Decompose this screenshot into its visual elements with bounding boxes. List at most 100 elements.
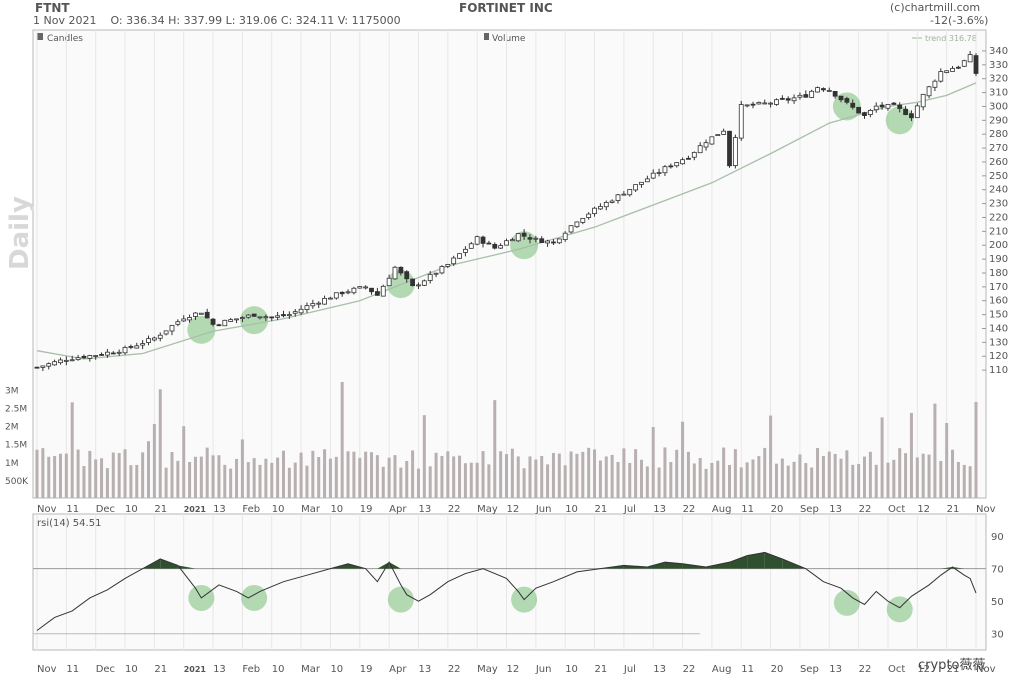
candle-body [545, 240, 550, 244]
candle-body [421, 280, 427, 286]
volume-bar [64, 453, 68, 498]
rsi-xtick-label: 10 [565, 664, 578, 675]
volume-bar [751, 459, 755, 498]
volume-bar [904, 453, 908, 498]
rsi-overbought-fill [729, 555, 748, 569]
candle-body [363, 286, 369, 289]
volume-bar [100, 458, 104, 498]
volume-bar [546, 464, 550, 498]
volume-bar [328, 458, 332, 498]
price-xtick-label: 22 [859, 504, 872, 515]
volume-bar [487, 464, 491, 498]
volume-bar [598, 460, 602, 498]
price-ytick-label: 220 [989, 212, 1008, 223]
volume-bar [792, 461, 796, 498]
candle-body [527, 237, 533, 240]
candle-body [862, 112, 867, 116]
volume-bar [722, 447, 726, 498]
volume-bar [593, 449, 597, 498]
candle-body [656, 172, 662, 174]
volume-bar [839, 458, 843, 498]
price-xtick-label: Nov [37, 504, 57, 515]
candle-body [738, 104, 744, 139]
volume-bar [217, 455, 221, 498]
volume-bar [411, 450, 415, 498]
candle-body [644, 178, 650, 183]
change-label: -12(-3.6%) [930, 14, 989, 27]
candle-body [275, 315, 281, 318]
volume-bar [176, 460, 180, 498]
volume-bar [939, 460, 943, 498]
rsi-xtick-label: 13 [418, 664, 431, 675]
price-xtick-label: Oct [888, 504, 905, 515]
volume-bar [728, 464, 732, 498]
rsi-xtick-label: 10 [272, 664, 285, 675]
price-ytick-label: 160 [989, 296, 1008, 307]
candle-body [99, 354, 104, 356]
volume-bar [47, 456, 51, 498]
price-xtick-label: 10 [272, 504, 285, 515]
price-xtick-label: 10 [565, 504, 578, 515]
volume-bar [440, 455, 444, 498]
candle-body [298, 308, 304, 314]
candle-body [586, 213, 592, 218]
candle-body [785, 98, 791, 101]
volume-bar [405, 460, 409, 498]
volume-bar [381, 466, 385, 498]
candle-body [762, 102, 768, 105]
volume-bar [193, 456, 197, 498]
candle-body [504, 240, 509, 246]
volume-bar [780, 458, 784, 498]
price-xtick-label: 21 [947, 504, 960, 515]
volume-bar [575, 453, 579, 498]
volume-bar [921, 453, 925, 498]
candle-body [879, 104, 885, 108]
rsi-xtick-label: 21 [595, 664, 608, 675]
volume-bar [604, 456, 608, 498]
volume-bar [886, 462, 890, 498]
candle-body [850, 102, 856, 108]
candle-body [457, 253, 462, 259]
volume-bar [323, 449, 327, 498]
candle-body [621, 193, 627, 196]
candle-body [580, 217, 586, 223]
candle-body [973, 55, 979, 74]
candle-body [310, 303, 316, 307]
price-xtick-label: 22 [683, 504, 696, 515]
price-xtick-label: Sep [800, 504, 819, 515]
candle-body [269, 316, 275, 319]
price-xtick-label: Feb [242, 504, 260, 515]
volume-bar [874, 464, 878, 498]
candle-body [281, 314, 286, 317]
price-ytick-label: 200 [989, 240, 1008, 251]
candle-body [750, 103, 756, 106]
rsi-xtick-label: Aug [712, 664, 732, 675]
candle-body [81, 355, 87, 359]
volume-bar [927, 454, 931, 498]
candle-body [210, 318, 216, 325]
volume-bar [639, 459, 643, 498]
price-ytick-label: 140 [989, 323, 1008, 334]
price-xtick-label: Nov [976, 504, 996, 515]
volume-bar [974, 401, 978, 498]
candle-body [351, 287, 357, 294]
price-xtick-label: May [477, 504, 498, 515]
candle-body [891, 102, 897, 105]
volume-bar [229, 468, 233, 498]
candle-body [509, 239, 515, 242]
volume-bar [463, 463, 467, 498]
volume-bar [698, 458, 702, 498]
volume-bar [458, 455, 462, 498]
price-xtick-label: 10 [330, 504, 343, 515]
volume-bar [358, 457, 362, 498]
price-xtick-label: 22 [448, 504, 461, 515]
candle-body [204, 311, 210, 319]
candle-body [240, 317, 245, 319]
candle-body [87, 355, 93, 359]
volume-bar [117, 453, 121, 498]
volume-bar [510, 448, 514, 498]
price-xtick-label: 13 [653, 504, 666, 515]
volume-bar [340, 382, 344, 498]
rsi-xtick-label: 22 [683, 664, 696, 675]
